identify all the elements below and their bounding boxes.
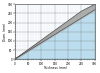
Y-axis label: Diam. (mm): Diam. (mm) — [3, 23, 7, 41]
X-axis label: Thickness (mm): Thickness (mm) — [43, 66, 67, 70]
